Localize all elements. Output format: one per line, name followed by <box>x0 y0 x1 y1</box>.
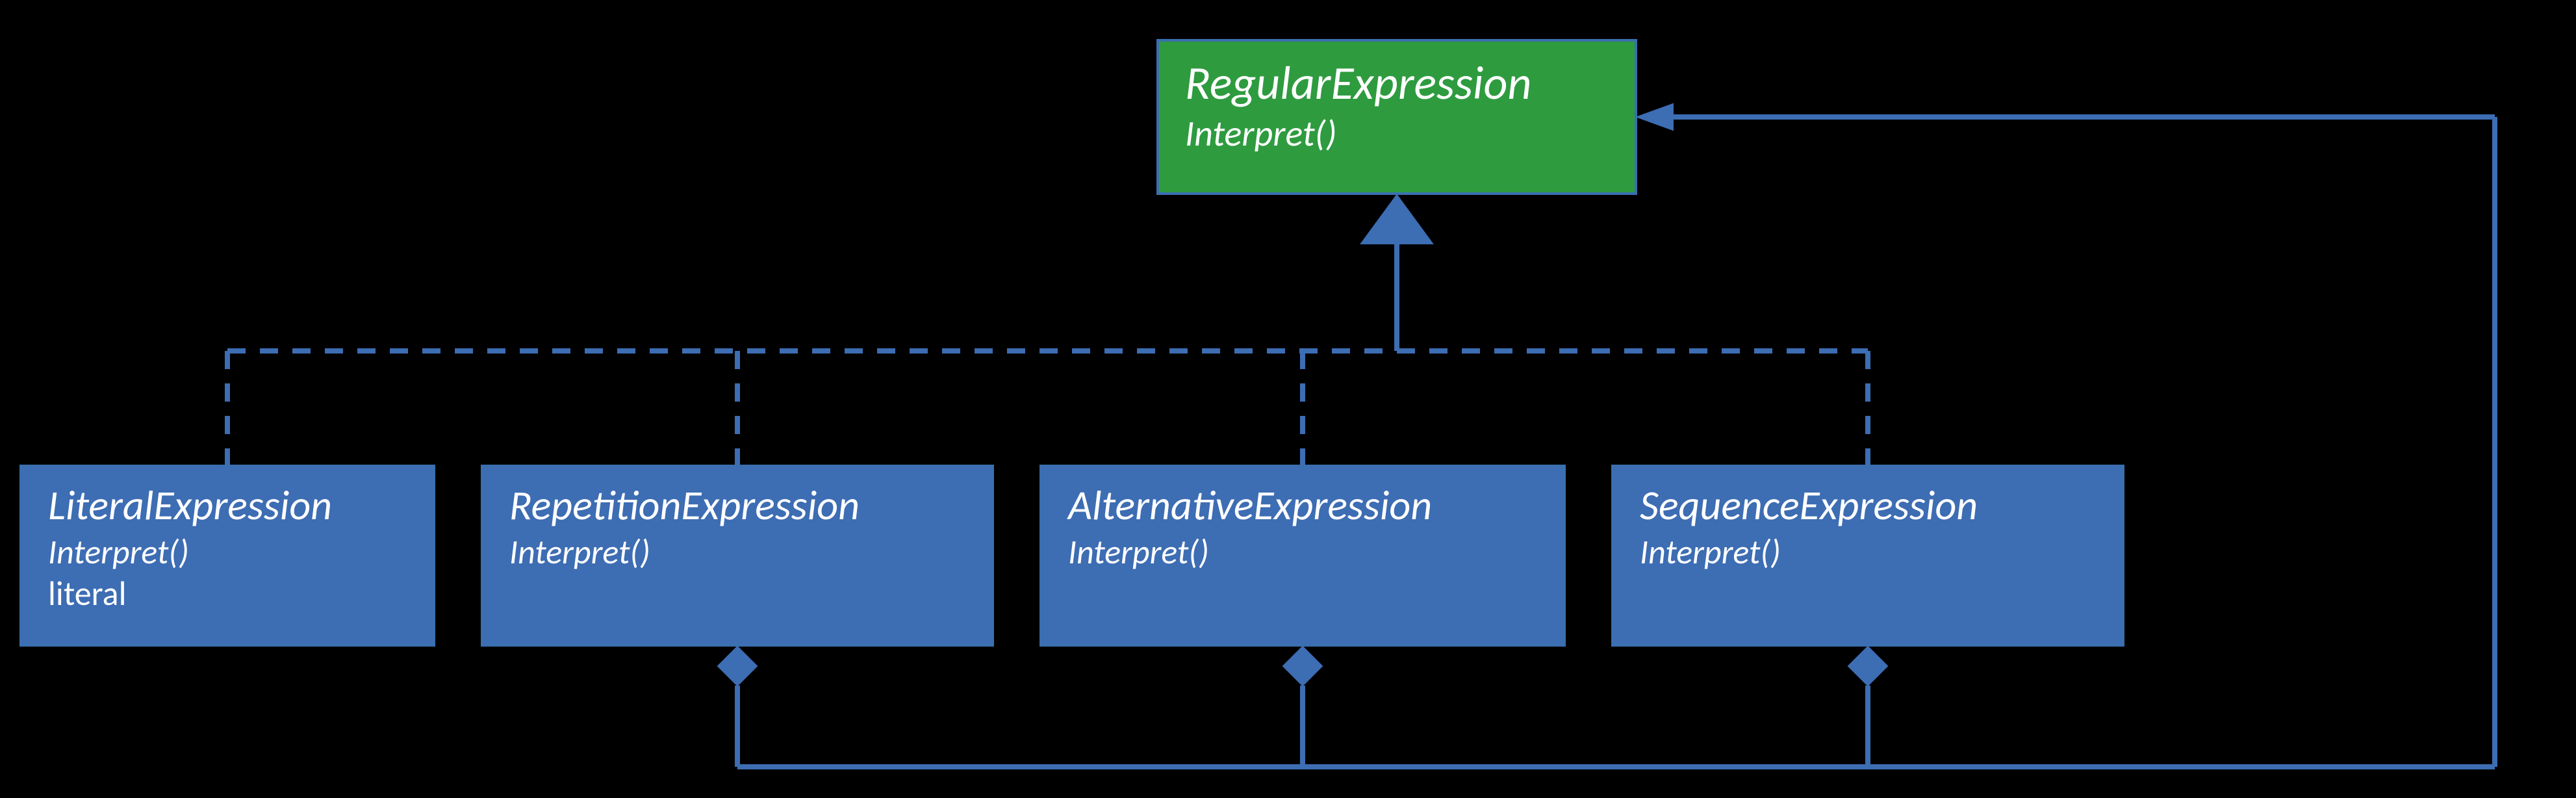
class-box-sequence-expression: SequenceExpression Interpret() <box>1611 465 2124 647</box>
class-box-literal-expression: LiteralExpression Interpret() literal <box>19 465 435 647</box>
class-method: Interpret() <box>1068 531 1537 573</box>
class-attribute: literal <box>48 573 407 614</box>
class-method: Interpret() <box>1640 531 2096 573</box>
class-box-alternative-expression: AlternativeExpression Interpret() <box>1039 465 1566 647</box>
class-title: RegularExpression <box>1185 55 1609 112</box>
class-method: Interpret() <box>48 531 407 573</box>
class-box-regular-expression: RegularExpression Interpret() <box>1156 39 1637 195</box>
diagram-canvas: RegularExpression Interpret() LiteralExp… <box>0 0 2576 798</box>
class-box-repetition-expression: RepetitionExpression Interpret() <box>481 465 994 647</box>
class-title: LiteralExpression <box>48 480 407 531</box>
class-method: Interpret() <box>1185 112 1609 156</box>
class-title: SequenceExpression <box>1640 480 2096 531</box>
class-title: AlternativeExpression <box>1068 480 1537 531</box>
class-method: Interpret() <box>509 531 965 573</box>
class-title: RepetitionExpression <box>509 480 965 531</box>
